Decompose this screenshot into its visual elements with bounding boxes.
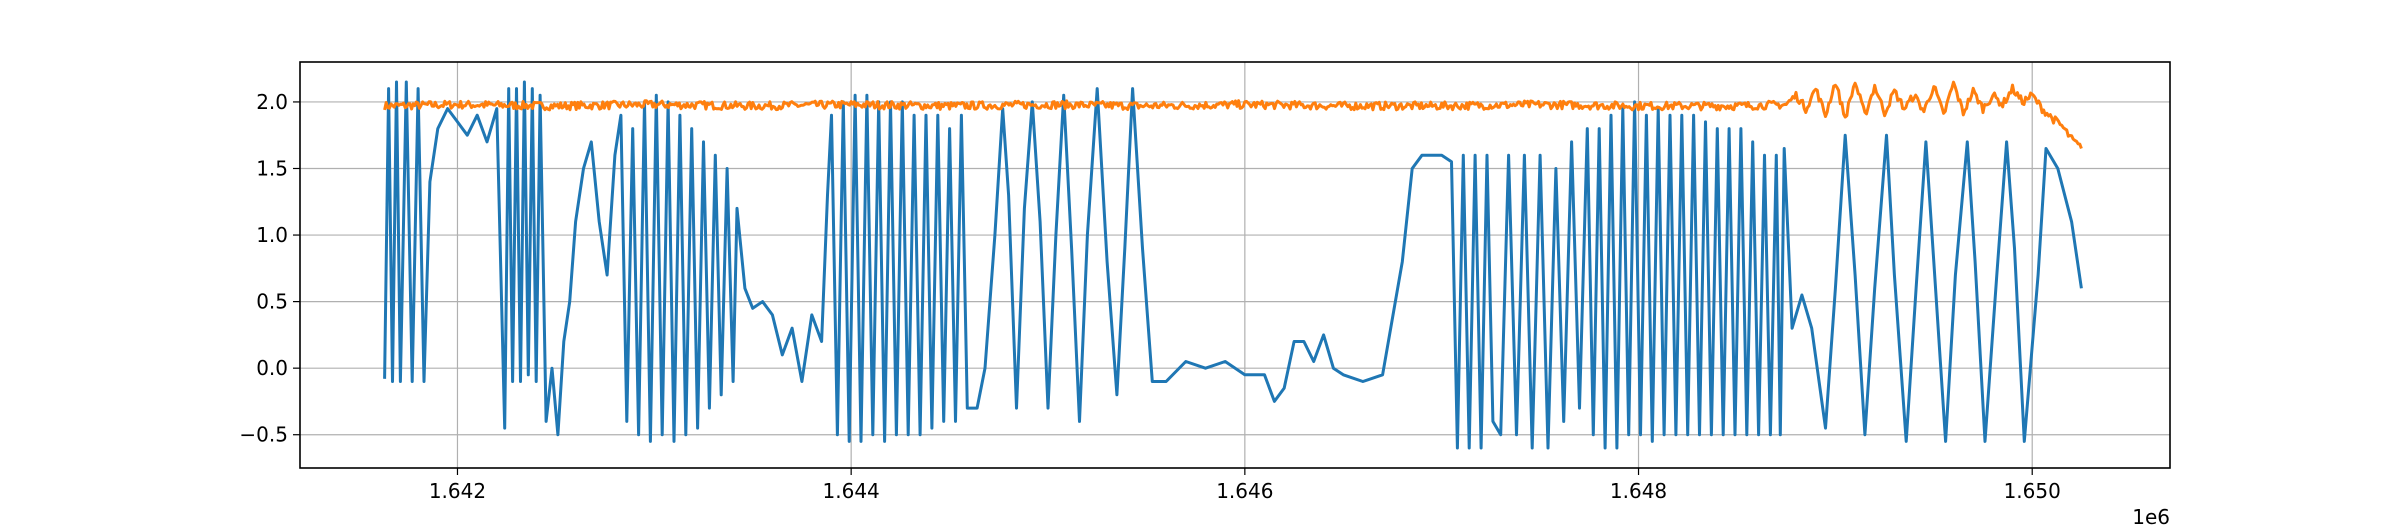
- y-tick-label: 1.0: [256, 223, 288, 247]
- y-tick-label: 2.0: [256, 90, 288, 114]
- series-layer: [383, 80, 2083, 450]
- x-tick-label: 1.644: [823, 479, 880, 503]
- x-tick-label: 1.648: [1610, 479, 1667, 503]
- y-axis: −0.5 0.0 0.5 1.0 1.5 2.0: [239, 90, 300, 447]
- x-tick-label: 1.650: [2004, 479, 2061, 503]
- y-tick-label: 0.0: [256, 356, 288, 380]
- x-tick-label: 1.646: [1216, 479, 1273, 503]
- x-axis-offset-text: 1e6: [2132, 505, 2170, 525]
- y-tick-label: −0.5: [239, 423, 288, 447]
- grid: [300, 62, 2170, 468]
- plot-frame: [299, 61, 2171, 469]
- x-tick-label: 1.642: [429, 479, 486, 503]
- x-axis: 1.642 1.644 1.646 1.648 1.650: [429, 468, 2061, 503]
- series-line-2: [383, 80, 2083, 150]
- y-tick-label: 1.5: [256, 156, 288, 180]
- series-line-1: [383, 80, 2083, 450]
- y-tick-label: 0.5: [256, 290, 288, 314]
